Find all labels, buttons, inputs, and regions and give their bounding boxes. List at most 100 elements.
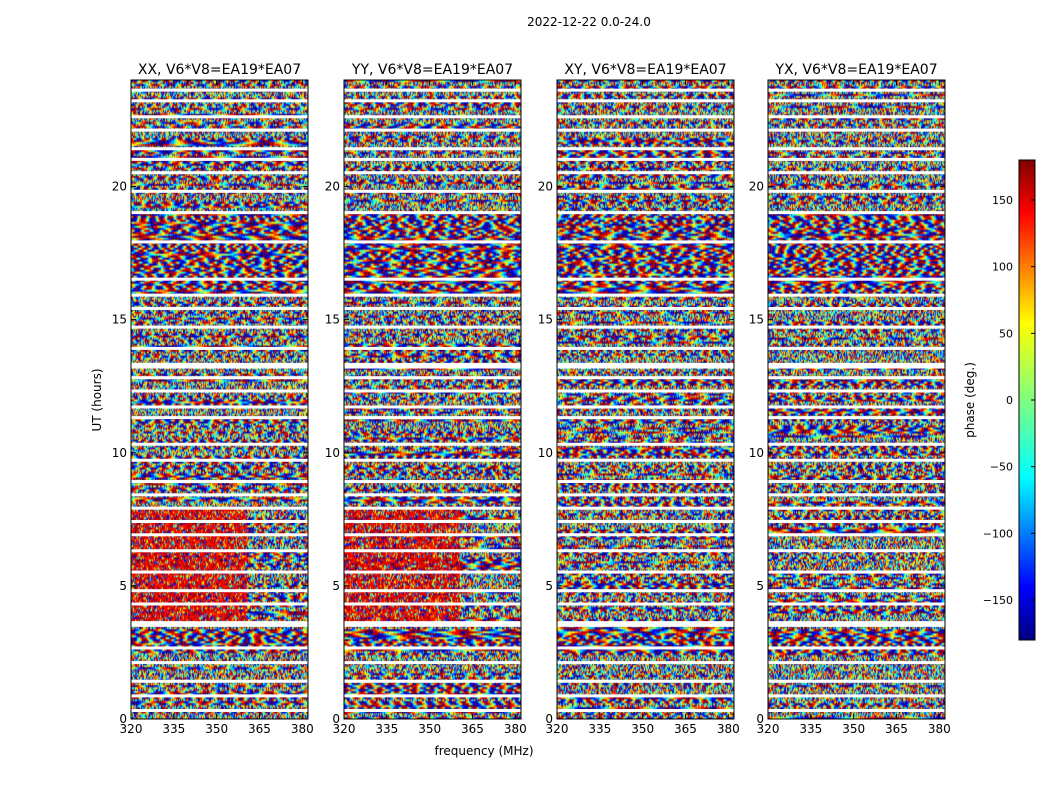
flagged-gap (557, 621, 734, 625)
flagged-gap (131, 240, 308, 244)
flagged-gap (131, 533, 308, 537)
y-tick-label: 0 (332, 712, 340, 726)
flagged-gap (344, 365, 521, 369)
x-tick-label: 350 (842, 722, 865, 736)
y-tick-label: 5 (545, 579, 553, 593)
flagged-gap (768, 480, 945, 484)
flagged-gap (768, 306, 945, 310)
flagged-gap (557, 549, 734, 553)
flagged-gap (557, 458, 734, 462)
flagged-gap (768, 646, 945, 650)
flagged-gap (768, 171, 945, 175)
flagged-gap (557, 506, 734, 510)
flagged-gap (768, 621, 945, 625)
colorbar-tick-label: −100 (983, 527, 1013, 540)
panel-yy: YY, V6*V8=EA19*EA07 320 335 350 365 380 0 5 10 15… (325, 62, 527, 736)
x-tick-label: 350 (205, 722, 228, 736)
flagged-gap (344, 442, 521, 446)
flagged-gap (768, 128, 945, 132)
y-tick-label: 5 (119, 579, 127, 593)
flagged-gap (557, 211, 734, 215)
y-tick-label: 15 (325, 313, 340, 327)
flagged-gap (557, 389, 734, 393)
flagged-gap (768, 405, 945, 409)
flagged-gap (344, 623, 521, 627)
flagged-gap (344, 661, 521, 665)
x-tick-label: 380 (504, 722, 527, 736)
flagged-gap (768, 240, 945, 244)
flagged-gap (557, 147, 734, 151)
flagged-gap (131, 621, 308, 625)
panels-group: XX, V6*V8=EA19*EA07 320 335 350 365 380 0 5 10 15… (112, 62, 951, 736)
x-tick-label: 380 (291, 722, 314, 736)
colorbar-tick-label: 0 (1006, 394, 1013, 407)
flagged-gap (557, 493, 734, 497)
flagged-gap (131, 147, 308, 151)
flagged-gap (131, 365, 308, 369)
flagged-gap (344, 480, 521, 484)
flagged-gap (768, 589, 945, 593)
x-tick-label: 380 (928, 722, 951, 736)
flagged-gap (557, 365, 734, 369)
flagged-gap (768, 362, 945, 366)
colorbar: 150 100 50 0 −50 −100 −150 (983, 159, 1036, 641)
flagged-gap (131, 442, 308, 446)
flagged-gap (131, 189, 308, 193)
flagged-gap (131, 325, 308, 329)
flagged-gap (768, 293, 945, 297)
panel-xx: XX, V6*V8=EA19*EA07 320 335 350 365 380 0 5 10 15… (112, 62, 314, 736)
y-tick-label: 10 (538, 446, 553, 460)
flagged-gap (557, 88, 734, 92)
flagged-gap (344, 362, 521, 366)
flagged-gap (768, 211, 945, 215)
panel-title: XX, V6*V8=EA19*EA07 (138, 62, 301, 78)
flagged-gap (768, 709, 945, 713)
x-tick-label: 335 (799, 722, 822, 736)
flagged-gap (344, 602, 521, 606)
flagged-gap (557, 99, 734, 103)
flagged-gap (131, 416, 308, 420)
y-tick-label: 20 (538, 180, 553, 194)
flagged-gap (131, 493, 308, 497)
y-tick-label: 0 (545, 712, 553, 726)
y-tick-label: 15 (112, 313, 127, 327)
panel-frame (130, 79, 309, 720)
flagged-gap (131, 346, 308, 350)
flagged-gap (344, 519, 521, 523)
colorbar-label: phase (deg.) (963, 362, 977, 438)
flagged-gap (768, 277, 945, 281)
flagged-gap (131, 480, 308, 484)
flagged-gap (768, 519, 945, 523)
flagged-gap (557, 519, 734, 523)
flagged-gap (344, 589, 521, 593)
flagged-gap (768, 458, 945, 462)
y-tick-label: 0 (756, 712, 764, 726)
flagged-gap (344, 306, 521, 310)
flagged-gap (131, 128, 308, 132)
flagged-gap (344, 533, 521, 537)
flagged-gap (344, 211, 521, 215)
flagged-gap (768, 189, 945, 193)
flagged-gap (344, 147, 521, 151)
y-tick-label: 15 (538, 313, 553, 327)
x-tick-label: 380 (717, 722, 740, 736)
panel-frame (767, 79, 946, 720)
flagged-gap (557, 709, 734, 713)
panel-title: XY, V6*V8=EA19*EA07 (564, 62, 726, 78)
flagged-gap (768, 442, 945, 446)
panel-title: YY, V6*V8=EA19*EA07 (351, 62, 513, 78)
y-tick-label: 0 (119, 712, 127, 726)
flagged-gap (344, 325, 521, 329)
flagged-gap (131, 99, 308, 103)
flagged-gap (557, 533, 734, 537)
phase-waterfall-image (768, 80, 945, 719)
flagged-gap (131, 661, 308, 665)
flagged-gap (344, 88, 521, 92)
phase-waterfall-image (557, 80, 734, 719)
phase-waterfall-image (131, 80, 308, 719)
flagged-gap (557, 570, 734, 574)
flagged-gap (768, 506, 945, 510)
flagged-gap (131, 88, 308, 92)
flagged-gap (131, 115, 308, 119)
flagged-gap (768, 694, 945, 698)
